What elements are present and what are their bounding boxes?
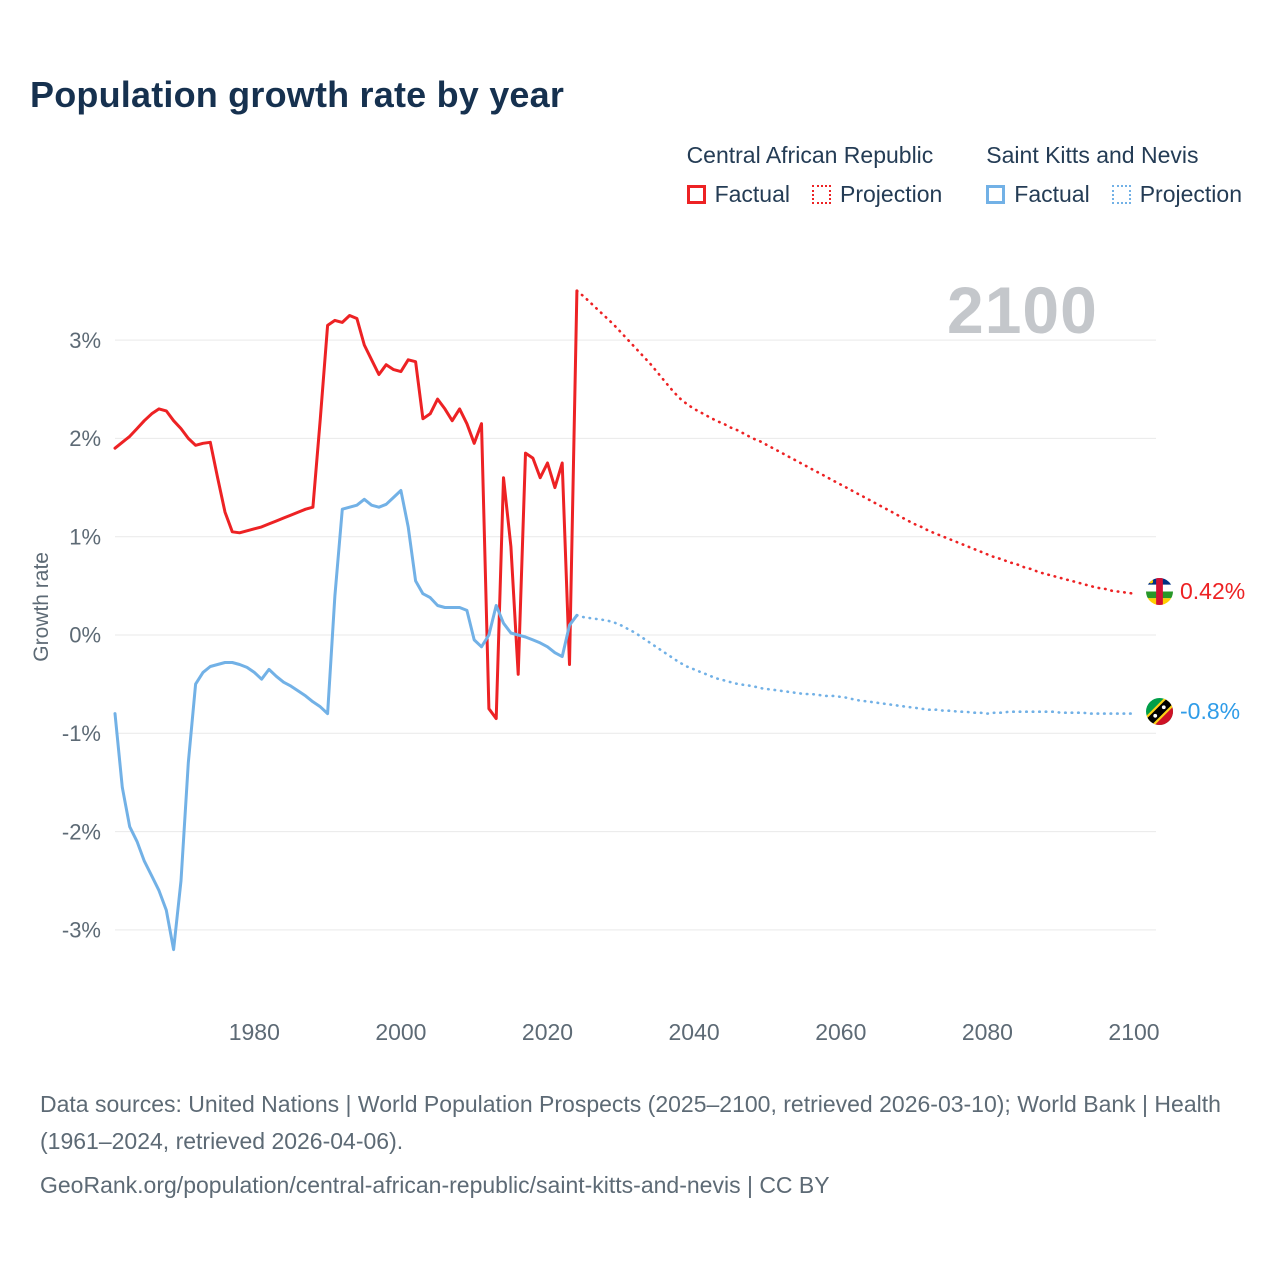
skn-end-label: -0.8% xyxy=(1146,698,1240,725)
page-title: Population growth rate by year xyxy=(30,74,565,115)
skn-projection-swatch-icon xyxy=(1111,185,1131,204)
legend-item-car-projection[interactable]: Projection xyxy=(812,181,942,208)
saint-kitts-and-nevis-flag-icon xyxy=(1146,698,1173,725)
y-tick-label: -3% xyxy=(62,918,101,943)
legend-item-label: Projection xyxy=(840,181,943,207)
legend-group-saint-kitts-and-nevis: Saint Kitts and Nevis Factual Projection xyxy=(986,142,1242,208)
data-sources-text: Data sources: United Nations | World Pop… xyxy=(40,1091,1221,1154)
car-end-label: 0.42% xyxy=(1146,578,1245,605)
car-projection-line xyxy=(575,289,1136,596)
skn-projection-line xyxy=(575,613,1136,715)
y-tick-label: 1% xyxy=(69,524,101,549)
car-factual-line xyxy=(113,289,579,721)
legend-items-car: Factual Projection xyxy=(686,181,942,208)
attribution-link-text[interactable]: GeoRank.org/population/central-african-r… xyxy=(40,1171,830,1198)
legend-item-label: Factual xyxy=(1014,181,1090,207)
legend: Central African Republic Factual Project… xyxy=(686,142,1242,208)
y-tick-label: -1% xyxy=(62,721,101,746)
footer: Data sources: United Nations | World Pop… xyxy=(40,1086,1225,1203)
legend-item-label: Projection xyxy=(1139,181,1242,207)
legend-item-skn-factual[interactable]: Factual xyxy=(986,181,1090,208)
y-tick-label: -2% xyxy=(62,819,101,844)
skn-factual-swatch-icon xyxy=(986,185,1006,204)
watermark-year: 2100 xyxy=(947,273,1098,347)
legend-item-skn-projection[interactable]: Projection xyxy=(1111,181,1242,208)
x-tick-label: 2000 xyxy=(375,1019,426,1045)
y-tick-label: 0% xyxy=(69,623,101,648)
x-tick-label: 2040 xyxy=(669,1019,720,1045)
legend-item-label: Factual xyxy=(714,181,790,207)
legend-items-skn: Factual Projection xyxy=(986,181,1242,208)
car-projection-swatch-icon xyxy=(812,185,831,204)
car-factual-swatch-icon xyxy=(686,185,706,204)
x-tick-label: 2100 xyxy=(1108,1019,1159,1045)
legend-group-title-car: Central African Republic xyxy=(686,142,934,168)
y-tick-label: 3% xyxy=(69,328,101,353)
x-tick-label: 2080 xyxy=(962,1019,1013,1045)
legend-item-car-factual[interactable]: Factual xyxy=(686,181,790,208)
x-tick-label: 2060 xyxy=(815,1019,866,1045)
legend-group-central-african-republic: Central African Republic Factual Project… xyxy=(686,142,942,208)
skn-factual-line xyxy=(113,489,579,952)
y-axis-title: Growth rate xyxy=(30,552,53,662)
x-tick-label: 1980 xyxy=(229,1019,280,1045)
central-african-republic-flag-icon xyxy=(1146,578,1173,605)
x-tick-label: 2020 xyxy=(522,1019,573,1045)
y-tick-label: 2% xyxy=(69,426,101,451)
legend-group-title-skn: Saint Kitts and Nevis xyxy=(986,142,1199,168)
skn-end-value: -0.8% xyxy=(1180,698,1241,724)
car-end-value: 0.42% xyxy=(1180,578,1246,604)
